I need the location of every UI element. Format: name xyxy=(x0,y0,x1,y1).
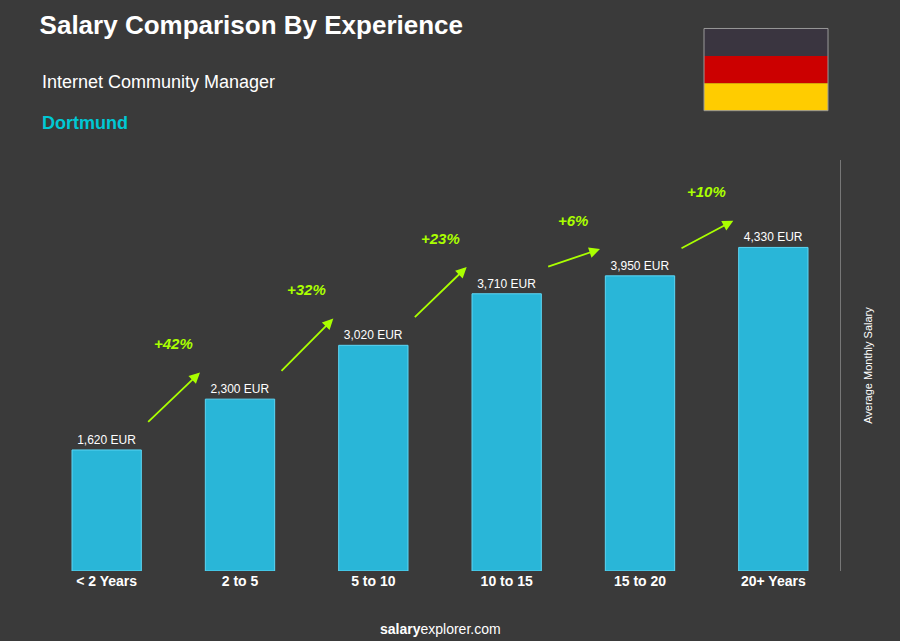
svg-text:Salary Comparison By Experienc: Salary Comparison By Experience xyxy=(40,10,463,40)
svg-text:15 to 20: 15 to 20 xyxy=(614,573,666,589)
svg-text:1,620 EUR: 1,620 EUR xyxy=(77,433,136,447)
svg-text:10 to 15: 10 to 15 xyxy=(481,573,533,589)
svg-text:Internet Community Manager: Internet Community Manager xyxy=(42,72,275,92)
svg-text:5 to 10: 5 to 10 xyxy=(351,573,396,589)
svg-text:+42%: +42% xyxy=(154,335,193,352)
svg-text:2 to 5: 2 to 5 xyxy=(222,573,259,589)
svg-text:+6%: +6% xyxy=(558,212,588,229)
svg-text:+23%: +23% xyxy=(421,230,460,247)
svg-text:4,330 EUR: 4,330 EUR xyxy=(744,230,803,244)
svg-text:< 2 Years: < 2 Years xyxy=(76,573,137,589)
svg-text:3,950 EUR: 3,950 EUR xyxy=(610,259,669,273)
svg-text:+10%: +10% xyxy=(687,183,726,200)
svg-text:20+ Years: 20+ Years xyxy=(741,573,806,589)
svg-text:3,710 EUR: 3,710 EUR xyxy=(477,277,536,291)
svg-text:3,020 EUR: 3,020 EUR xyxy=(344,328,403,342)
svg-text:salaryexplorer.com: salaryexplorer.com xyxy=(380,621,501,637)
svg-text:Dortmund: Dortmund xyxy=(42,113,128,133)
svg-text:+32%: +32% xyxy=(287,281,326,298)
svg-text:Average Monthly Salary: Average Monthly Salary xyxy=(862,307,874,424)
svg-text:2,300 EUR: 2,300 EUR xyxy=(210,382,269,396)
